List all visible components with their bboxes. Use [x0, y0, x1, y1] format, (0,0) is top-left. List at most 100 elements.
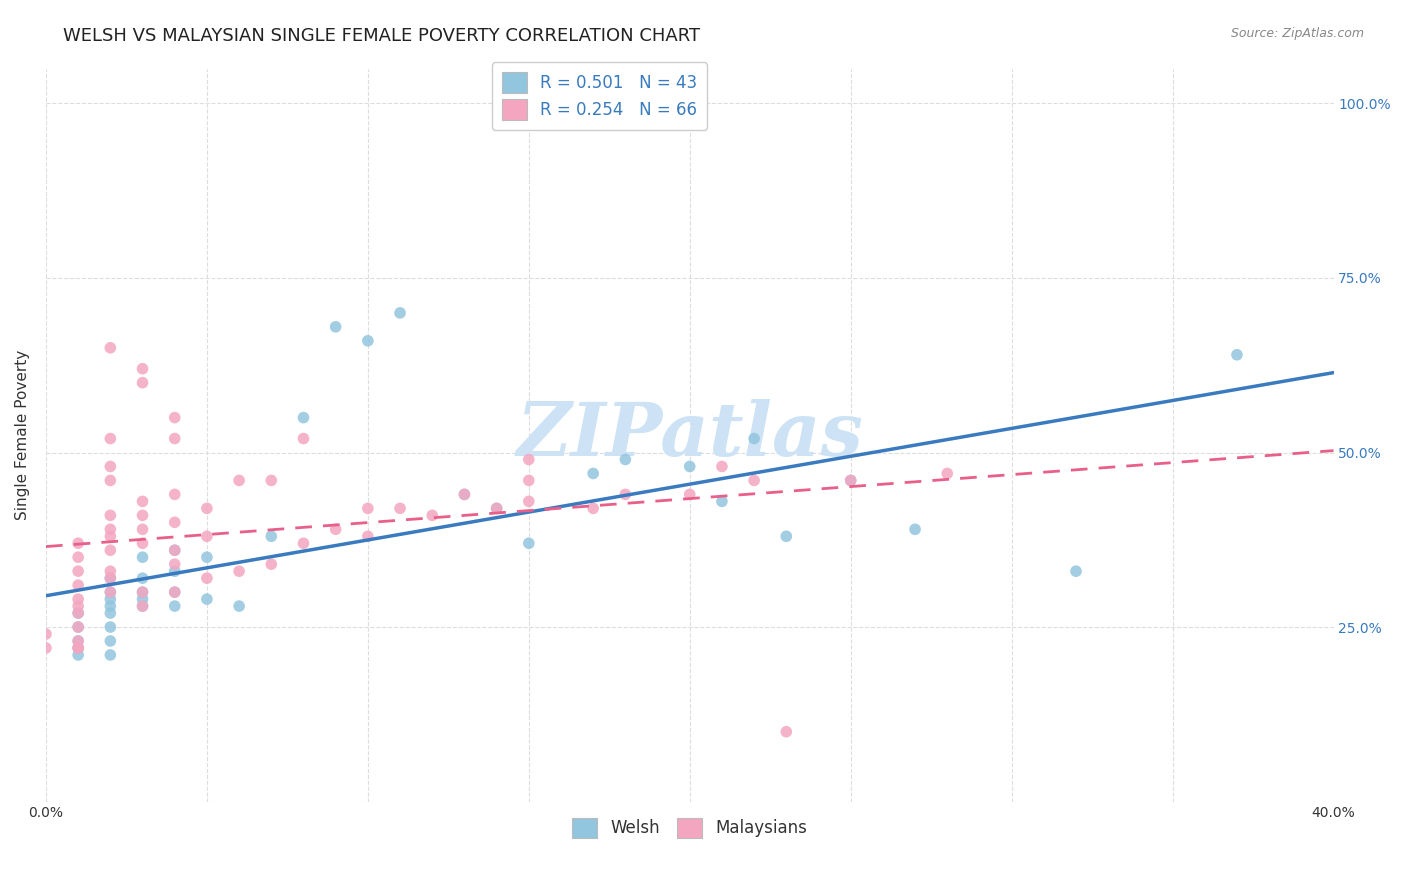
Point — [67, 634, 90, 648]
Point — [357, 334, 380, 348]
Point — [1064, 564, 1087, 578]
Point — [292, 410, 315, 425]
Point — [710, 494, 733, 508]
Point — [163, 487, 186, 501]
Point — [389, 306, 412, 320]
Point — [67, 640, 90, 655]
Point — [67, 599, 90, 613]
Legend: Welsh, Malaysians: Welsh, Malaysians — [565, 811, 814, 845]
Point — [67, 550, 90, 565]
Point — [292, 536, 315, 550]
Point — [67, 578, 90, 592]
Point — [67, 606, 90, 620]
Point — [420, 508, 443, 523]
Point — [195, 529, 218, 543]
Point — [517, 536, 540, 550]
Point — [35, 627, 58, 641]
Point — [614, 452, 637, 467]
Point — [67, 564, 90, 578]
Point — [936, 467, 959, 481]
Point — [98, 585, 121, 599]
Point — [98, 585, 121, 599]
Point — [98, 571, 121, 585]
Point — [485, 501, 508, 516]
Point — [131, 508, 153, 523]
Point — [904, 522, 927, 536]
Point — [839, 474, 862, 488]
Y-axis label: Single Female Poverty: Single Female Poverty — [15, 350, 30, 520]
Text: Source: ZipAtlas.com: Source: ZipAtlas.com — [1230, 27, 1364, 40]
Point — [614, 487, 637, 501]
Point — [228, 474, 250, 488]
Point — [98, 648, 121, 662]
Point — [260, 529, 283, 543]
Point — [163, 585, 186, 599]
Point — [163, 558, 186, 572]
Point — [679, 487, 702, 501]
Point — [35, 640, 58, 655]
Point — [67, 640, 90, 655]
Point — [131, 376, 153, 390]
Point — [163, 599, 186, 613]
Point — [98, 571, 121, 585]
Point — [163, 543, 186, 558]
Point — [98, 599, 121, 613]
Point — [582, 501, 605, 516]
Point — [163, 410, 186, 425]
Point — [131, 585, 153, 599]
Point — [775, 724, 797, 739]
Point — [67, 640, 90, 655]
Point — [517, 452, 540, 467]
Point — [485, 501, 508, 516]
Point — [131, 585, 153, 599]
Point — [98, 432, 121, 446]
Point — [195, 501, 218, 516]
Point — [98, 634, 121, 648]
Point — [1226, 348, 1249, 362]
Point — [131, 599, 153, 613]
Point — [325, 522, 347, 536]
Point — [131, 536, 153, 550]
Point — [582, 467, 605, 481]
Point — [67, 634, 90, 648]
Point — [67, 620, 90, 634]
Point — [679, 459, 702, 474]
Point — [67, 606, 90, 620]
Point — [163, 516, 186, 530]
Point — [98, 606, 121, 620]
Point — [260, 474, 283, 488]
Point — [163, 564, 186, 578]
Point — [98, 474, 121, 488]
Point — [98, 564, 121, 578]
Point — [98, 459, 121, 474]
Point — [710, 459, 733, 474]
Point — [131, 571, 153, 585]
Text: WELSH VS MALAYSIAN SINGLE FEMALE POVERTY CORRELATION CHART: WELSH VS MALAYSIAN SINGLE FEMALE POVERTY… — [63, 27, 700, 45]
Point — [98, 522, 121, 536]
Point — [163, 585, 186, 599]
Point — [131, 599, 153, 613]
Point — [453, 487, 475, 501]
Point — [67, 592, 90, 607]
Point — [389, 501, 412, 516]
Point — [260, 558, 283, 572]
Point — [195, 592, 218, 607]
Point — [131, 522, 153, 536]
Point — [839, 474, 862, 488]
Point — [325, 319, 347, 334]
Point — [453, 487, 475, 501]
Point — [98, 529, 121, 543]
Point — [67, 620, 90, 634]
Point — [517, 494, 540, 508]
Point — [775, 529, 797, 543]
Text: ZIPatlas: ZIPatlas — [516, 399, 863, 471]
Point — [67, 648, 90, 662]
Point — [228, 564, 250, 578]
Point — [357, 529, 380, 543]
Point — [98, 543, 121, 558]
Point — [98, 592, 121, 607]
Point — [163, 432, 186, 446]
Point — [517, 474, 540, 488]
Point — [195, 571, 218, 585]
Point — [131, 361, 153, 376]
